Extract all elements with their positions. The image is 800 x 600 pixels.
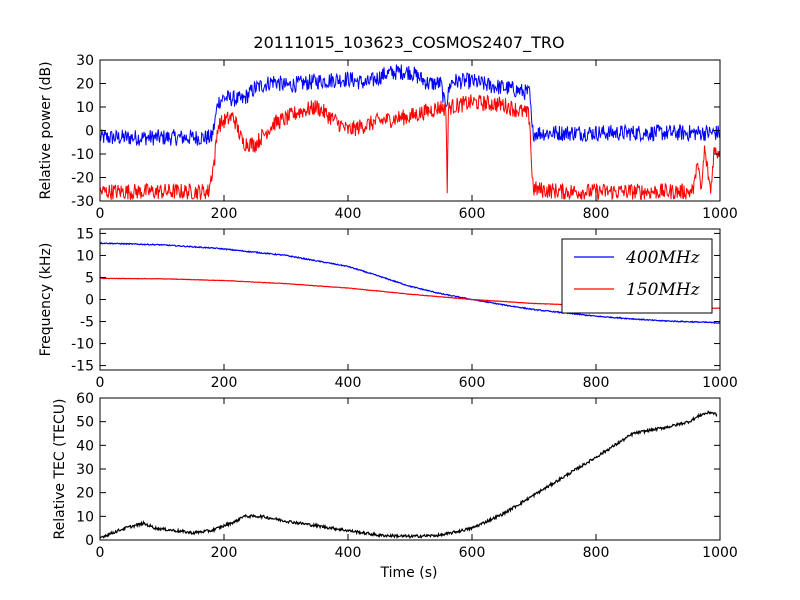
y-tick-label: 50 — [76, 415, 94, 431]
y-axis-label: Frequency (kHz) — [38, 243, 54, 357]
legend-label: 150MHz — [626, 280, 701, 300]
y-tick-label: 0 — [85, 533, 94, 549]
frequency-trace-400 — [100, 241, 720, 325]
x-tick-label: 600 — [459, 375, 486, 391]
y-tick-label: 10 — [76, 509, 94, 525]
power-trace-400 — [100, 64, 720, 146]
x-tick-label: 0 — [96, 375, 105, 391]
y-tick-label: -5 — [80, 315, 94, 331]
y-tick-label: 5 — [85, 270, 94, 286]
x-tick-label: 1000 — [702, 375, 738, 391]
y-tick-label: 15 — [76, 226, 94, 242]
x-tick-label: 1000 — [702, 206, 738, 222]
x-axis-label: Time (s) — [380, 565, 438, 581]
y-tick-label: 0 — [85, 124, 94, 140]
x-tick-label: 0 — [96, 206, 105, 222]
x-tick-label: 600 — [459, 545, 486, 561]
y-tick-label: 0 — [85, 293, 94, 309]
x-tick-label: 200 — [211, 206, 238, 222]
y-tick-label: 40 — [76, 438, 94, 454]
legend-label: 400MHz — [625, 248, 701, 268]
y-axis-label: Relative power (dB) — [38, 61, 54, 199]
x-tick-label: 1000 — [702, 545, 738, 561]
power-trace-150 — [100, 94, 720, 201]
y-tick-label: 20 — [76, 77, 94, 93]
frequency-panel: 0 200 400 600 800 1000 -15 -10 -5 0 5 10 15 Frequency… — [38, 226, 738, 391]
x-tick-label: 400 — [335, 545, 362, 561]
y-tick-label: -20 — [71, 171, 94, 187]
axes-frame — [99, 59, 721, 202]
y-tick-label: -30 — [71, 194, 94, 210]
y-tick-label: 10 — [76, 100, 94, 116]
x-tick-label: 800 — [583, 375, 610, 391]
y-tick-label: 30 — [76, 462, 94, 478]
y-tick-label: 60 — [76, 391, 94, 407]
y-tick-label: 10 — [76, 248, 94, 264]
x-tick-label: 400 — [335, 375, 362, 391]
x-tick-label: 800 — [583, 206, 610, 222]
y-tick-label: 20 — [76, 486, 94, 502]
y-axis-label: Relative TEC (TECU) — [52, 399, 68, 540]
y-tick-label: -15 — [71, 359, 94, 375]
power-panel: 0 200 400 600 800 1000 -30 -20 -10 0 10 20 30 Relativ… — [38, 53, 738, 222]
x-tick-label: 800 — [583, 545, 610, 561]
x-tick-label: 200 — [211, 375, 238, 391]
y-tick-label: -10 — [71, 337, 94, 353]
axes-frame — [99, 397, 721, 541]
legend-box — [561, 238, 713, 314]
tec-trace — [100, 410, 718, 540]
chart-title: 20111015_103623_COSMOS2407_TRO — [253, 33, 564, 53]
y-tick-label: 30 — [76, 53, 94, 69]
x-tick-label: 200 — [211, 545, 238, 561]
y-tick-label: -10 — [71, 147, 94, 163]
tec-panel: 0 200 400 600 800 1000 0 10 20 30 40 50 60 Relative T… — [52, 391, 738, 561]
x-tick-label: 0 — [96, 545, 105, 561]
x-tick-label: 400 — [335, 206, 362, 222]
x-tick-label: 600 — [459, 206, 486, 222]
